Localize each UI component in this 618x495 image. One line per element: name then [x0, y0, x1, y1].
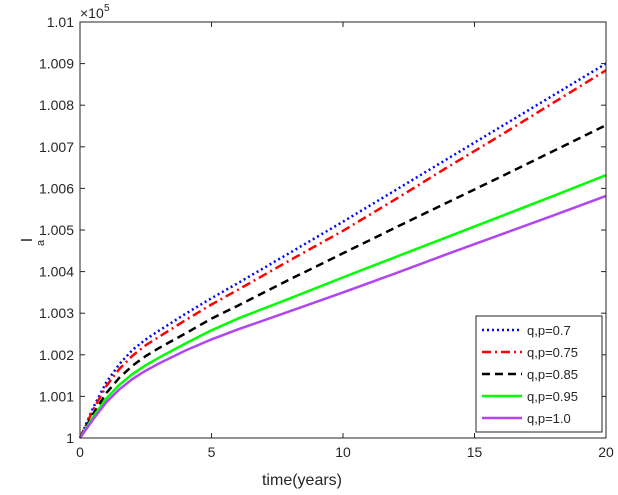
legend-label-3: q,p=0.85 [527, 367, 578, 382]
y-tick-label: 1.004 [39, 264, 74, 280]
legend-label-2: q,p=0.75 [527, 345, 578, 360]
legend-label-5: q,p=1.0 [527, 411, 571, 426]
x-axis-label: time(years) [262, 472, 342, 489]
y-tick-label: 1.01 [47, 14, 74, 30]
x-tick-label: 10 [335, 444, 351, 460]
y-tick-label: 1.005 [39, 222, 74, 238]
series-layer [78, 62, 607, 439]
y-axis-label: I [19, 238, 36, 242]
x-tick-label: 0 [76, 444, 84, 460]
y-axis-label-group: I a [19, 238, 47, 246]
y-tick-label: 1.007 [39, 139, 74, 155]
y-tick-label: 1 [66, 430, 74, 446]
tick-layer: 0 5 10 15 20 1 1.001 1.002 1.003 1.004 1.005 1.006 1… [39, 14, 614, 460]
x-tick-label: 5 [208, 444, 216, 460]
x-tick-label: 15 [467, 444, 483, 460]
legend-label-4: q,p=0.95 [527, 389, 578, 404]
series-line-1 [78, 62, 607, 439]
x-tick-label: 20 [598, 444, 614, 460]
y-axis-label-subscript: a [35, 239, 47, 246]
y-tick-label: 1.001 [39, 388, 74, 404]
y-exponent-base: ×10 [80, 5, 104, 21]
y-tick-label: 1.006 [39, 180, 74, 196]
y-tick-label: 1.008 [39, 97, 74, 113]
series-line-4 [78, 173, 607, 439]
y-tick-label: 1.003 [39, 305, 74, 321]
series-line-5 [78, 194, 607, 439]
y-tick-label: 1.009 [39, 56, 74, 72]
y-tick-label: 1.002 [39, 347, 74, 363]
legend-label-1: q,p=0.7 [527, 323, 571, 338]
series-line-2 [78, 69, 607, 439]
series-line-3 [78, 124, 607, 439]
y-exponent-power: 5 [104, 3, 110, 14]
legend: q,p=0.7 q,p=0.75 q,p=0.85 q,p=0.95 q,p=1.0 [475, 315, 603, 433]
